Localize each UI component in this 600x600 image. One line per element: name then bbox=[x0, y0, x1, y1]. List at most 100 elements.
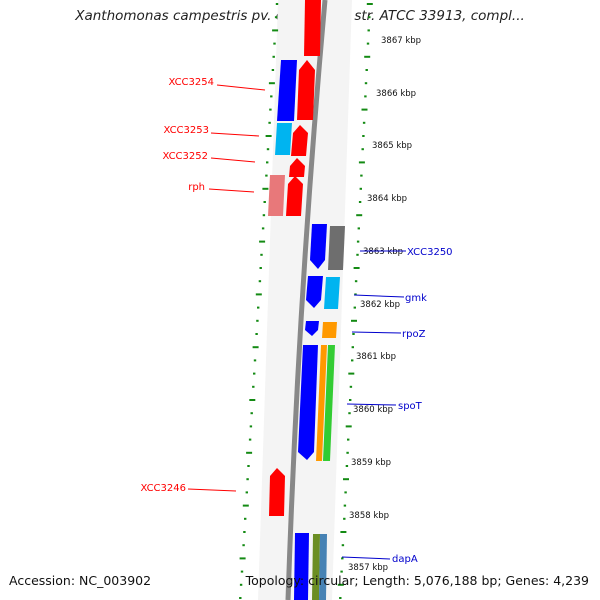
tick-mark bbox=[349, 399, 352, 401]
tick-mark bbox=[337, 583, 344, 586]
feature-blue-spot[interactable] bbox=[298, 345, 318, 460]
kbp-label: 3865 kbp bbox=[372, 141, 412, 151]
tick-mark bbox=[365, 69, 368, 71]
gene-label-xcc3252[interactable]: XCC3252 bbox=[162, 151, 208, 162]
gene-label-xcc3253[interactable]: XCC3253 bbox=[163, 125, 209, 136]
kbp-label: 3862 kbp bbox=[360, 300, 400, 310]
gene-label-dapa[interactable]: dapA bbox=[392, 554, 418, 565]
tick-mark bbox=[345, 465, 349, 467]
tick-mark bbox=[356, 253, 359, 256]
tick-mark bbox=[352, 333, 355, 335]
tick-mark bbox=[275, 3, 279, 5]
tick-mark bbox=[351, 319, 357, 322]
feature-green-spot[interactable] bbox=[323, 345, 335, 461]
gene-features bbox=[268, 0, 345, 600]
tick-mark bbox=[242, 544, 245, 547]
tick-mark bbox=[273, 42, 276, 45]
tick-mark bbox=[341, 557, 344, 560]
leader-dapa bbox=[341, 556, 391, 560]
kbp-label: 3859 kbp bbox=[351, 458, 391, 468]
feature-red-xcc3246[interactable] bbox=[269, 468, 285, 516]
tick-mark bbox=[259, 267, 262, 269]
feature-blue-xcc3254[interactable] bbox=[277, 60, 297, 121]
gene-label-gmk[interactable]: gmk bbox=[405, 293, 427, 304]
gene-label-spot[interactable]: spoT bbox=[398, 401, 423, 412]
tick-mark bbox=[340, 570, 343, 573]
tick-mark bbox=[339, 597, 342, 599]
feature-blue-xcc3250[interactable] bbox=[310, 224, 327, 269]
feature-cyan-gmk[interactable] bbox=[324, 277, 340, 309]
tick-mark bbox=[358, 161, 365, 164]
tick-mark bbox=[261, 227, 265, 230]
feature-orange-spot[interactable] bbox=[316, 345, 327, 461]
feature-red-xcc3253-cds[interactable] bbox=[291, 125, 308, 156]
tick-mark bbox=[348, 372, 355, 375]
feature-pink-rph[interactable] bbox=[268, 175, 285, 216]
feature-blue-gmk[interactable] bbox=[306, 276, 323, 308]
tick-mark bbox=[246, 478, 249, 481]
feature-blue-dapa[interactable] bbox=[294, 533, 309, 600]
kbp-label: 3858 kbp bbox=[349, 511, 389, 521]
tick-mark bbox=[272, 55, 275, 58]
gene-label-rph[interactable]: rph bbox=[188, 182, 205, 193]
tick-mark bbox=[349, 385, 353, 388]
tick-mark bbox=[274, 16, 278, 19]
kbp-label: 3866 kbp bbox=[376, 89, 416, 99]
tick-ring-right bbox=[337, 3, 373, 599]
feature-red-xcc3252-cds[interactable] bbox=[289, 158, 305, 177]
gene-labels: XCC3254 XCC3253 XCC3252 rph XCC3246 XCC3… bbox=[140, 77, 452, 565]
tick-mark bbox=[366, 42, 370, 45]
tick-mark bbox=[246, 451, 253, 454]
feature-red-xcc3254-cds[interactable] bbox=[297, 60, 315, 120]
tick-mark bbox=[347, 438, 350, 441]
tick-mark bbox=[351, 359, 354, 362]
tick-mark bbox=[366, 3, 373, 5]
tick-mark bbox=[271, 69, 275, 71]
tick-mark bbox=[257, 306, 260, 309]
tick-mark bbox=[240, 570, 244, 573]
tick-mark bbox=[239, 583, 243, 586]
feature-red-top[interactable] bbox=[304, 0, 321, 56]
tick-mark bbox=[262, 214, 266, 217]
gene-label-rpoz[interactable]: rpoZ bbox=[402, 329, 426, 340]
feature-blue-rpoz[interactable] bbox=[305, 321, 319, 336]
kbp-label: 3863 kbp bbox=[363, 247, 403, 257]
feature-orange-rpoz[interactable] bbox=[322, 322, 337, 338]
gene-label-xcc3254[interactable]: XCC3254 bbox=[168, 77, 214, 88]
tick-mark bbox=[265, 174, 268, 177]
feature-cyan-xcc3253[interactable] bbox=[275, 123, 292, 155]
tick-mark bbox=[249, 399, 256, 401]
gene-label-xcc3250[interactable]: XCC3250 bbox=[407, 247, 453, 258]
tick-mark bbox=[348, 412, 351, 415]
tick-mark bbox=[361, 108, 368, 111]
tick-mark bbox=[351, 346, 354, 349]
tick-mark bbox=[250, 412, 253, 415]
feature-olive-dapa[interactable] bbox=[312, 534, 320, 600]
tick-mark bbox=[253, 372, 256, 375]
tick-mark bbox=[244, 517, 247, 520]
tick-mark bbox=[353, 306, 356, 309]
tick-mark bbox=[252, 346, 259, 349]
leader-xcc3246 bbox=[187, 488, 237, 492]
feature-steel-dapa[interactable] bbox=[319, 534, 327, 600]
tick-mark bbox=[364, 95, 367, 98]
sequence-backbone bbox=[285, 0, 328, 600]
tick-mark bbox=[248, 438, 252, 441]
gene-label-xcc3246[interactable]: XCC3246 bbox=[140, 483, 186, 494]
tick-mark bbox=[252, 385, 255, 388]
leader-spot bbox=[346, 403, 397, 406]
topology-label: Topology: circular; Length: 5,076,188 bp… bbox=[245, 573, 589, 588]
feature-red-rph-cds[interactable] bbox=[286, 176, 303, 216]
tick-mark bbox=[268, 82, 275, 85]
tick-mark bbox=[258, 280, 262, 283]
accession-label: Accession: NC_003902 bbox=[9, 573, 152, 588]
tick-mark bbox=[262, 187, 269, 190]
tick-mark bbox=[268, 121, 271, 124]
tick-mark bbox=[265, 135, 272, 137]
feature-gray-xcc3250[interactable] bbox=[328, 226, 345, 270]
tick-mark bbox=[364, 55, 371, 58]
leader-rpoz bbox=[351, 331, 402, 334]
tick-mark bbox=[343, 517, 346, 520]
leader-rph bbox=[208, 188, 255, 193]
